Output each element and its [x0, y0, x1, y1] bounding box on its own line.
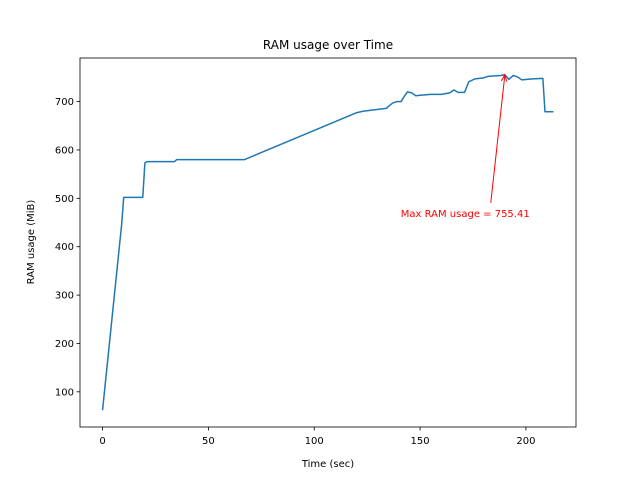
annotation-arrowhead	[500, 73, 508, 82]
x-tick-label: 200	[516, 436, 535, 447]
data-line	[101, 74, 554, 411]
chart-title: RAM usage over Time	[263, 38, 393, 52]
x-axis-label: Time (sec)	[301, 459, 354, 470]
y-tick-label: 300	[55, 291, 74, 302]
y-tick-label: 700	[55, 97, 74, 108]
y-axis-label: RAM usage (MiB)	[26, 200, 37, 285]
x-tick-label: 100	[305, 436, 324, 447]
x-tick-label: 0	[99, 436, 105, 447]
y-tick-label: 500	[55, 194, 74, 205]
y-tick-label: 600	[55, 145, 74, 156]
annotation-arrow	[490, 75, 506, 203]
y-tick-label: 200	[55, 339, 74, 350]
y-tick-label: 100	[55, 387, 74, 398]
y-tick-label: 400	[55, 242, 74, 253]
axes-frame	[79, 57, 577, 428]
x-tick-label: 150	[411, 436, 430, 447]
x-tick-label: 50	[202, 436, 215, 447]
annotation-text: Max RAM usage = 755.41	[401, 209, 530, 220]
